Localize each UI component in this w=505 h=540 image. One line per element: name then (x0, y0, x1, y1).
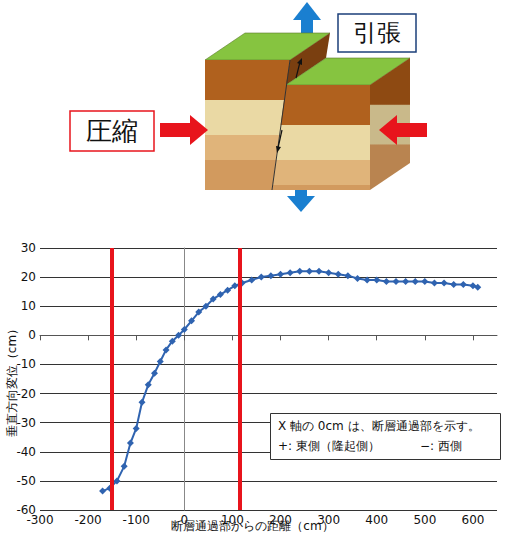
svg-text:+: 東側（隆起側）: +: 東側（隆起側） (278, 439, 380, 453)
svg-text:600: 600 (461, 513, 484, 527)
svg-text:-100: -100 (123, 513, 150, 527)
svg-text:垂直方向変位（cm）: 垂直方向変位（cm） (5, 323, 19, 437)
svg-text:-60: -60 (16, 503, 36, 517)
svg-text:20: 20 (21, 270, 36, 284)
svg-text:400: 400 (365, 513, 388, 527)
svg-text:-200: -200 (74, 513, 101, 527)
svg-text:-50: -50 (16, 474, 36, 488)
svg-text:断層通過部からの距離（cm）: 断層通過部からの距離（cm） (171, 519, 333, 533)
svg-text:-20: -20 (16, 387, 36, 401)
svg-text:圧縮: 圧縮 (86, 116, 138, 146)
svg-text:-10: -10 (16, 357, 36, 371)
svg-text:X 軸の 0cm は、断層通過部を示す。: X 軸の 0cm は、断層通過部を示す。 (278, 419, 480, 433)
svg-text:500: 500 (413, 513, 436, 527)
svg-text:-30: -30 (16, 416, 36, 430)
svg-text:30: 30 (21, 241, 36, 255)
svg-text:引張: 引張 (353, 19, 401, 47)
svg-text:−: 西側: −: 西側 (420, 439, 462, 453)
svg-text:10: 10 (21, 299, 36, 313)
svg-text:-40: -40 (16, 445, 36, 459)
svg-text:0: 0 (28, 328, 36, 342)
svg-text:-300: -300 (26, 513, 53, 527)
